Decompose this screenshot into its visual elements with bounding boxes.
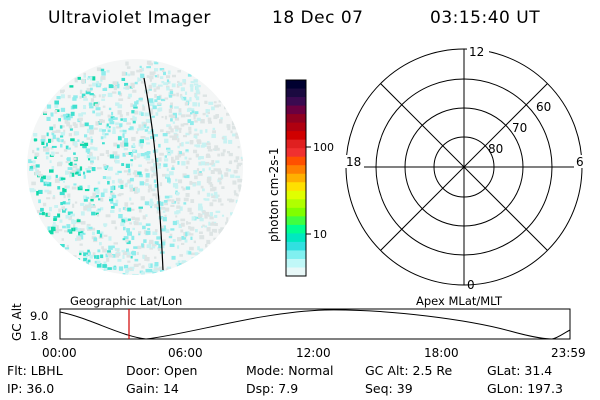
track-xtick-2359: 23:59 xyxy=(551,346,586,360)
apex-mlat-label: Apex MLat/MLT xyxy=(416,294,503,308)
track-xtick-1200: 12:00 xyxy=(296,346,331,360)
info-mode: Mode: Normal xyxy=(246,363,334,378)
observation-date: 18 Dec 07 xyxy=(272,8,364,28)
info-glat: GLat: 31.4 xyxy=(487,363,553,378)
track-xtick-0600: 06:00 xyxy=(168,346,203,360)
info-flt: Flt: LBHL xyxy=(7,363,63,378)
track-frame xyxy=(59,308,571,340)
altitude-curve xyxy=(59,309,571,340)
mlt-label-top: 12 xyxy=(469,45,484,59)
track-xtick-0000: 00:00 xyxy=(42,346,77,360)
mlt-label-bottom: 0 xyxy=(467,278,475,292)
colorbar-frame xyxy=(285,79,307,277)
polar-diagonal-2 xyxy=(380,83,548,251)
lat-label-60: 60 xyxy=(536,100,551,114)
track-ytick-bottom: 1.8 xyxy=(30,329,48,343)
mlt-label-right: 6 xyxy=(576,155,584,169)
colorbar-gradient xyxy=(286,80,306,277)
colorbar-tick-label-100: 100 xyxy=(313,141,334,154)
info-seq: Seq: 39 xyxy=(365,381,413,396)
track-ylabel: GC Alt xyxy=(10,303,24,341)
mlt-label-left: 18 xyxy=(346,155,361,169)
info-glon: GLon: 197.3 xyxy=(487,381,563,396)
info-gain: Gain: 14 xyxy=(126,381,179,396)
uv-intensity-speckles xyxy=(28,60,243,275)
terminator-line xyxy=(143,77,164,271)
lat-label-70: 70 xyxy=(512,121,527,135)
lat-label-80: 80 xyxy=(488,142,503,156)
info-door: Door: Open xyxy=(126,363,198,378)
track-xtick-1800: 18:00 xyxy=(424,346,459,360)
colorbar-unit-label: photon cm-2s-1 xyxy=(267,148,281,243)
info-gc-alt: GC Alt: 2.5 Re xyxy=(365,363,453,378)
track-ytick-top: 9.0 xyxy=(30,309,48,323)
colorbar-tick-label-10: 10 xyxy=(313,228,327,241)
instrument-title: Ultraviolet Imager xyxy=(48,8,211,28)
info-ip: IP: 36.0 xyxy=(7,381,55,396)
info-dsp: Dsp: 7.9 xyxy=(246,381,299,396)
geo-latlon-label: Geographic Lat/Lon xyxy=(70,294,182,308)
observation-time: 03:15:40 UT xyxy=(430,8,541,28)
